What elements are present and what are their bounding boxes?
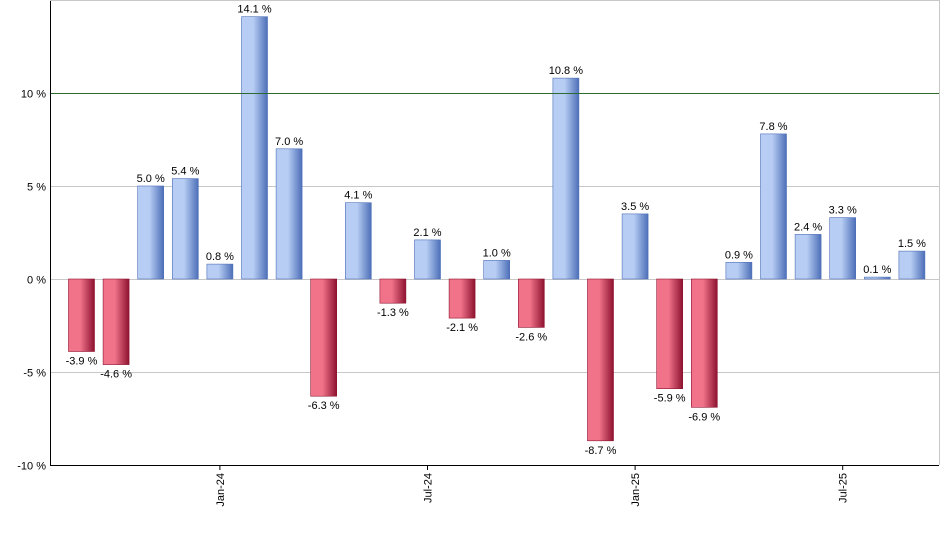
data-label: 2.1 % [413, 227, 441, 239]
data-label: 3.3 % [829, 205, 857, 217]
bars [68, 16, 926, 442]
y-tick-label: 0 % [27, 275, 46, 287]
data-label: -2.6 % [515, 331, 547, 343]
x-tick-label: Jul-24 [423, 473, 435, 503]
bar [275, 148, 303, 280]
bar [587, 278, 614, 442]
data-label: -5.9 % [654, 393, 686, 405]
data-label: -1.3 % [377, 307, 409, 319]
data-label: -3.9 % [66, 356, 98, 368]
data-label: 3.5 % [621, 201, 649, 213]
data-label: -6.3 % [308, 400, 340, 412]
bar [690, 278, 718, 408]
bar [483, 260, 511, 280]
bar [552, 77, 580, 280]
labels: -10 % -5 % 0 % 5 % 10 % -3.9 %-4.6 % 5.0 % 5.4 … [17, 4, 926, 507]
data-label: 0.9 % [725, 249, 753, 261]
data-label: -2.1 % [446, 322, 478, 334]
bar [241, 16, 268, 280]
bar [414, 239, 441, 280]
bar [137, 185, 164, 280]
bar [344, 202, 372, 280]
y-tick-label: 5 % [27, 182, 46, 194]
bar [794, 234, 822, 280]
bar [517, 278, 545, 328]
data-label: 14.1 % [237, 4, 271, 16]
data-label: 4.1 % [344, 190, 372, 202]
data-label: 7.8 % [759, 121, 787, 133]
data-label: -8.7 % [585, 445, 617, 457]
data-label: -4.6 % [100, 369, 132, 381]
bar [898, 250, 926, 280]
bar [172, 178, 199, 280]
bar [206, 263, 234, 280]
x-tick-label: Jan-24 [215, 473, 227, 507]
y-tick-label: 10 % [21, 89, 46, 101]
data-label: 2.4 % [794, 221, 822, 233]
bar [310, 278, 338, 397]
bar [760, 133, 787, 280]
y-tick-label: -5 % [23, 368, 46, 380]
bar [379, 278, 407, 304]
data-label: 1.5 % [898, 238, 926, 250]
bar [68, 278, 95, 352]
data-label: 5.0 % [137, 173, 165, 185]
bar [829, 217, 857, 280]
data-label: 10.8 % [549, 65, 583, 77]
bar [621, 213, 649, 280]
data-label: -6.9 % [688, 411, 720, 423]
data-label: 0.8 % [206, 251, 234, 263]
bar [863, 276, 891, 280]
bar [102, 278, 130, 365]
data-label: 5.4 % [171, 166, 199, 178]
x-tick-label: Jul-25 [838, 473, 850, 503]
data-label: 0.1 % [863, 264, 891, 276]
x-tick-label: Jan-25 [630, 473, 642, 507]
bar [448, 278, 476, 319]
data-label: 7.0 % [275, 136, 303, 148]
bar [656, 278, 684, 389]
data-label: 1.0 % [483, 247, 511, 259]
y-tick-label: -10 % [17, 461, 46, 473]
bar [725, 261, 753, 280]
